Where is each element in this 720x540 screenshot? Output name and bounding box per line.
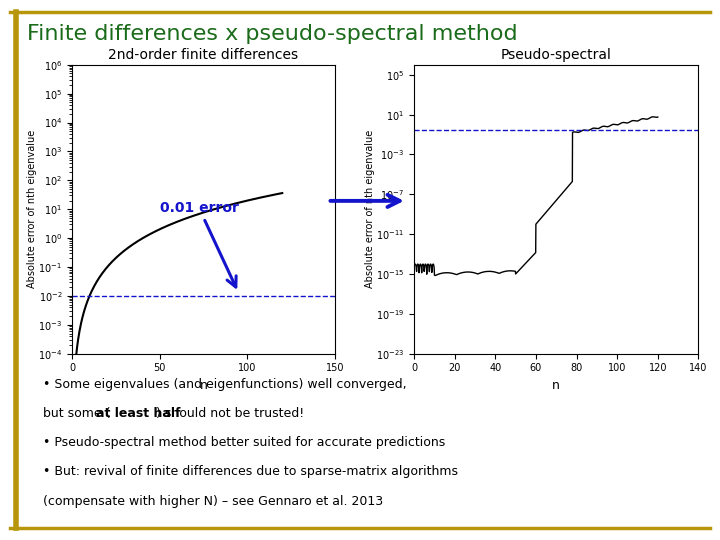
Text: but some (: but some ( — [43, 407, 111, 420]
Text: • Some eigenvalues (and eigenfunctions) well converged,: • Some eigenvalues (and eigenfunctions) … — [43, 378, 407, 391]
Title: 2nd-order finite differences: 2nd-order finite differences — [108, 48, 299, 62]
Y-axis label: Absolute error of nth eigenvalue: Absolute error of nth eigenvalue — [364, 130, 374, 288]
Title: Pseudo-spectral: Pseudo-spectral — [501, 48, 611, 62]
Text: • But: revival of finite differences due to sparse-matrix algorithms: • But: revival of finite differences due… — [43, 465, 458, 478]
X-axis label: n: n — [199, 379, 207, 392]
X-axis label: n: n — [552, 379, 560, 392]
Text: ) should not be trusted!: ) should not be trusted! — [156, 407, 304, 420]
Text: Finite differences x pseudo-spectral method: Finite differences x pseudo-spectral met… — [27, 24, 518, 44]
Y-axis label: Absolute error of nth eigenvalue: Absolute error of nth eigenvalue — [27, 130, 37, 288]
Text: 0.01 error: 0.01 error — [160, 201, 238, 287]
Text: at least half: at least half — [96, 407, 180, 420]
Text: • Pseudo-spectral method better suited for accurate predictions: • Pseudo-spectral method better suited f… — [43, 436, 446, 449]
Text: (compensate with higher N) – see Gennaro et al. 2013: (compensate with higher N) – see Gennaro… — [43, 495, 383, 508]
